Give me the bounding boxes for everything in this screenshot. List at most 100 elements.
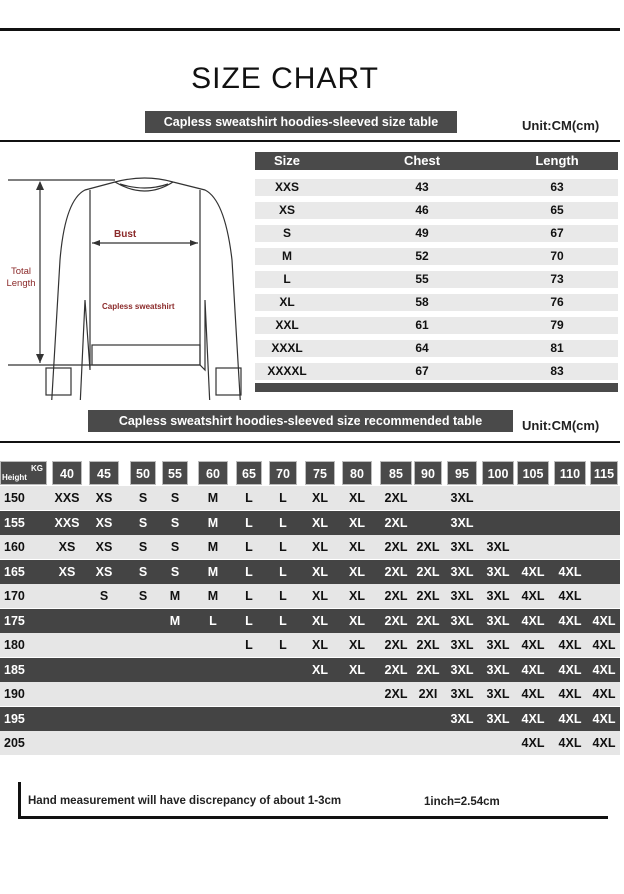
size-cell: XL [312,589,328,603]
size-cell: 2XL [416,589,440,603]
height-cell: 195 [4,711,25,726]
size-cell: XL [349,515,365,530]
weight-header: 110 [554,461,586,485]
size-cell: S [138,491,148,505]
length-cell: 83 [550,364,564,378]
size-row: XXXXL 67 83 [255,363,618,380]
size-cell: S [170,564,180,579]
length-cell: 79 [550,318,564,332]
size-cell: S [138,589,148,603]
size-cell: 3XL [486,564,510,579]
size-table-header: Size Chest Length [255,152,618,170]
size-cell: L [279,638,287,652]
length-cell: 81 [550,341,564,355]
size-cell: 3XL [450,613,474,628]
height-cell: 185 [4,662,25,677]
size-row: M 52 70 [255,248,618,265]
recommend-row: 150 XXS XS S S M L L XL XL 2XL 3XL [0,486,620,510]
size-cell: 4XL [558,662,582,677]
size-cell: 4XL [521,687,545,701]
conversion-note: 1inch=2.54cm [424,796,500,808]
size-cell: XS [58,564,76,579]
recommend-table-banner: Capless sweatshirt hoodies-sleeved size … [88,410,513,432]
size-row: XS 46 65 [255,202,618,219]
size-cell: 3XL [450,589,474,603]
size-cell: XXS [274,180,299,194]
size-cell: 2XL [384,589,408,603]
size-cell: 2XL [384,491,408,505]
weight-header: 90 [414,461,442,485]
weight-header: 115 [590,461,618,485]
section-rule [0,140,620,142]
size-cell: L [279,564,287,579]
size-cell: M [282,249,292,263]
weight-header: 55 [162,461,188,485]
size-cell: L [279,589,287,603]
size-row: XXS 43 63 [255,179,618,196]
size-cell: S [170,491,180,505]
size-cell: XXXL [271,341,303,355]
size-cell: 4XL [558,736,582,750]
size-cell: L [245,638,253,652]
size-cell: XL [312,515,328,530]
size-cell: 3XL [450,711,474,726]
size-cell: M [169,589,181,603]
weight-header: 70 [269,461,297,485]
size-cell: S [170,515,180,530]
size-cell: 2XL [384,564,408,579]
size-cell: L [279,540,287,554]
size-cell: XL [349,638,365,652]
size-cell: XL [312,564,328,579]
size-cell: 2XI [418,687,438,701]
size-cell: S [138,564,148,579]
size-cell: XL [279,295,295,309]
length-cell: 67 [550,226,564,240]
size-cell: XS [278,203,295,217]
chest-cell: 64 [415,341,429,355]
header-size: Size [273,153,300,168]
size-cell: 2XL [384,515,408,530]
chest-cell: 67 [415,364,429,378]
bust-label: Bust [114,229,137,240]
weight-header: 45 [89,461,119,485]
size-cell: 3XL [450,540,474,554]
corner-kg: KG [31,464,43,473]
height-cell: 175 [4,613,25,628]
size-cell: L [283,272,291,286]
size-cell: 3XL [486,711,510,726]
size-cell: M [207,515,219,530]
size-cell: M [207,589,219,603]
height-cell: 165 [4,564,25,579]
size-cell: L [245,515,253,530]
size-cell: 4XL [521,564,545,579]
chest-cell: 58 [415,295,429,309]
height-cell: 205 [4,736,25,750]
weight-header: 65 [236,461,262,485]
size-cell: 3XL [450,662,474,677]
size-cell: 2XL [384,687,408,701]
footer-rule [18,816,608,819]
weight-header: 60 [198,461,228,485]
sweatshirt-diagram [8,177,242,400]
size-cell: L [279,515,287,530]
size-cell: 3XL [486,687,510,701]
size-cell: 3XL [450,564,474,579]
header-chest: Chest [403,153,441,168]
size-row: S 49 67 [255,225,618,242]
size-cell: 4XL [521,711,545,726]
size-cell: XL [312,540,328,554]
measurement-note: Hand measurement will have discrepancy o… [28,795,342,807]
size-cell: 4XL [558,613,582,628]
size-cell: 4XL [592,687,616,701]
recommend-row: 185 XL XL 2XL 2XL 3XL 3XL 4XL 4XL 4XL [0,657,620,682]
size-cell: 4XL [592,662,616,677]
size-cell: M [207,564,219,579]
size-cell: 2XL [416,613,440,628]
size-cell: S [170,540,180,554]
weight-header: 75 [305,461,335,485]
size-cell: 4XL [558,589,582,603]
size-cell: XL [349,491,365,505]
recommend-row: 195 3XL 3XL 4XL 4XL 4XL [0,706,620,731]
length-cell: 65 [550,203,564,217]
size-cell: XL [312,638,328,652]
